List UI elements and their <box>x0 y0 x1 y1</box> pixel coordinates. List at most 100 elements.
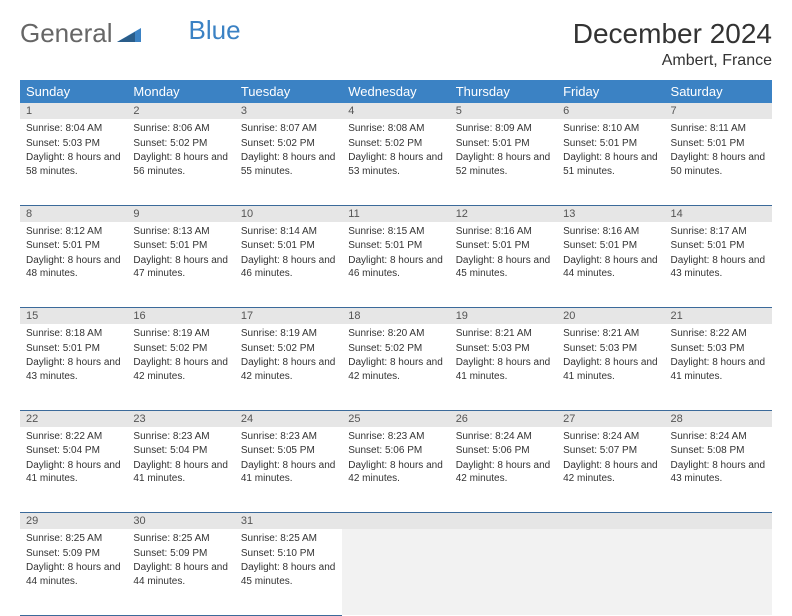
day-cell: Sunrise: 8:16 AMSunset: 5:01 PMDaylight:… <box>450 222 557 308</box>
day-cell: Sunrise: 8:16 AMSunset: 5:01 PMDaylight:… <box>557 222 664 308</box>
daylight-text: Daylight: 8 hours and 51 minutes. <box>563 151 658 178</box>
sunset-text: Sunset: 5:02 PM <box>241 342 336 356</box>
day-details: Sunrise: 8:19 AMSunset: 5:02 PMDaylight:… <box>235 324 342 390</box>
day-cell: Sunrise: 8:12 AMSunset: 5:01 PMDaylight:… <box>20 222 127 308</box>
day-details: Sunrise: 8:06 AMSunset: 5:02 PMDaylight:… <box>127 119 234 185</box>
sunset-text: Sunset: 5:02 PM <box>348 137 443 151</box>
sunset-text: Sunset: 5:08 PM <box>671 444 766 458</box>
header: General Blue December 2024 Ambert, Franc… <box>20 18 772 70</box>
daylight-text: Daylight: 8 hours and 43 minutes. <box>671 254 766 281</box>
daylight-text: Daylight: 8 hours and 47 minutes. <box>133 254 228 281</box>
daylight-text: Daylight: 8 hours and 42 minutes. <box>456 459 551 486</box>
sunset-text: Sunset: 5:01 PM <box>241 239 336 253</box>
sunrise-text: Sunrise: 8:16 AM <box>563 225 658 239</box>
daylight-text: Daylight: 8 hours and 58 minutes. <box>26 151 121 178</box>
sunset-text: Sunset: 5:09 PM <box>26 547 121 561</box>
daylight-text: Daylight: 8 hours and 42 minutes. <box>241 356 336 383</box>
day-details: Sunrise: 8:09 AMSunset: 5:01 PMDaylight:… <box>450 119 557 185</box>
sunrise-text: Sunrise: 8:22 AM <box>671 327 766 341</box>
day-number: 11 <box>342 205 449 222</box>
weekday-header: Monday <box>127 80 234 103</box>
day-details: Sunrise: 8:24 AMSunset: 5:06 PMDaylight:… <box>450 427 557 493</box>
sunset-text: Sunset: 5:04 PM <box>133 444 228 458</box>
content-row: Sunrise: 8:18 AMSunset: 5:01 PMDaylight:… <box>20 324 772 410</box>
day-number: 7 <box>665 103 772 119</box>
sunset-text: Sunset: 5:03 PM <box>26 137 121 151</box>
day-details: Sunrise: 8:21 AMSunset: 5:03 PMDaylight:… <box>557 324 664 390</box>
day-number: 25 <box>342 410 449 427</box>
day-cell: Sunrise: 8:23 AMSunset: 5:06 PMDaylight:… <box>342 427 449 513</box>
day-details: Sunrise: 8:21 AMSunset: 5:03 PMDaylight:… <box>450 324 557 390</box>
sunset-text: Sunset: 5:02 PM <box>348 342 443 356</box>
day-cell: Sunrise: 8:17 AMSunset: 5:01 PMDaylight:… <box>665 222 772 308</box>
daylight-text: Daylight: 8 hours and 43 minutes. <box>26 356 121 383</box>
day-details: Sunrise: 8:15 AMSunset: 5:01 PMDaylight:… <box>342 222 449 288</box>
day-number: 2 <box>127 103 234 119</box>
sunset-text: Sunset: 5:03 PM <box>671 342 766 356</box>
sunrise-text: Sunrise: 8:24 AM <box>671 430 766 444</box>
day-number: 21 <box>665 308 772 325</box>
sunrise-text: Sunrise: 8:18 AM <box>26 327 121 341</box>
day-cell: Sunrise: 8:24 AMSunset: 5:07 PMDaylight:… <box>557 427 664 513</box>
day-details: Sunrise: 8:23 AMSunset: 5:06 PMDaylight:… <box>342 427 449 493</box>
sunrise-text: Sunrise: 8:11 AM <box>671 122 766 136</box>
daylight-text: Daylight: 8 hours and 43 minutes. <box>671 459 766 486</box>
day-details: Sunrise: 8:24 AMSunset: 5:08 PMDaylight:… <box>665 427 772 493</box>
sunset-text: Sunset: 5:02 PM <box>241 137 336 151</box>
daylight-text: Daylight: 8 hours and 44 minutes. <box>26 561 121 588</box>
sunset-text: Sunset: 5:01 PM <box>133 239 228 253</box>
day-details: Sunrise: 8:24 AMSunset: 5:07 PMDaylight:… <box>557 427 664 493</box>
day-details: Sunrise: 8:23 AMSunset: 5:05 PMDaylight:… <box>235 427 342 493</box>
day-cell <box>665 529 772 615</box>
calendar-table: SundayMondayTuesdayWednesdayThursdayFrid… <box>20 80 772 616</box>
day-cell: Sunrise: 8:23 AMSunset: 5:04 PMDaylight:… <box>127 427 234 513</box>
day-cell: Sunrise: 8:19 AMSunset: 5:02 PMDaylight:… <box>127 324 234 410</box>
day-details: Sunrise: 8:17 AMSunset: 5:01 PMDaylight:… <box>665 222 772 288</box>
day-details: Sunrise: 8:14 AMSunset: 5:01 PMDaylight:… <box>235 222 342 288</box>
day-cell: Sunrise: 8:04 AMSunset: 5:03 PMDaylight:… <box>20 119 127 205</box>
day-number: 28 <box>665 410 772 427</box>
sunset-text: Sunset: 5:06 PM <box>348 444 443 458</box>
sunrise-text: Sunrise: 8:21 AM <box>563 327 658 341</box>
day-number: 6 <box>557 103 664 119</box>
day-details: Sunrise: 8:20 AMSunset: 5:02 PMDaylight:… <box>342 324 449 390</box>
day-details: Sunrise: 8:19 AMSunset: 5:02 PMDaylight:… <box>127 324 234 390</box>
sunrise-text: Sunrise: 8:15 AM <box>348 225 443 239</box>
day-number: 29 <box>20 513 127 530</box>
day-cell: Sunrise: 8:22 AMSunset: 5:03 PMDaylight:… <box>665 324 772 410</box>
daylight-text: Daylight: 8 hours and 44 minutes. <box>133 561 228 588</box>
sunrise-text: Sunrise: 8:25 AM <box>133 532 228 546</box>
sunrise-text: Sunrise: 8:24 AM <box>563 430 658 444</box>
daylight-text: Daylight: 8 hours and 41 minutes. <box>456 356 551 383</box>
weekday-header: Sunday <box>20 80 127 103</box>
day-cell: Sunrise: 8:22 AMSunset: 5:04 PMDaylight:… <box>20 427 127 513</box>
sunrise-text: Sunrise: 8:17 AM <box>671 225 766 239</box>
location: Ambert, France <box>573 52 772 70</box>
day-cell: Sunrise: 8:09 AMSunset: 5:01 PMDaylight:… <box>450 119 557 205</box>
day-number: 30 <box>127 513 234 530</box>
day-cell: Sunrise: 8:07 AMSunset: 5:02 PMDaylight:… <box>235 119 342 205</box>
sunset-text: Sunset: 5:02 PM <box>133 137 228 151</box>
day-cell: Sunrise: 8:21 AMSunset: 5:03 PMDaylight:… <box>557 324 664 410</box>
content-row: Sunrise: 8:22 AMSunset: 5:04 PMDaylight:… <box>20 427 772 513</box>
daylight-text: Daylight: 8 hours and 42 minutes. <box>348 459 443 486</box>
sunrise-text: Sunrise: 8:20 AM <box>348 327 443 341</box>
weekday-header: Friday <box>557 80 664 103</box>
daylight-text: Daylight: 8 hours and 44 minutes. <box>563 254 658 281</box>
day-cell: Sunrise: 8:24 AMSunset: 5:06 PMDaylight:… <box>450 427 557 513</box>
daylight-text: Daylight: 8 hours and 52 minutes. <box>456 151 551 178</box>
day-details: Sunrise: 8:16 AMSunset: 5:01 PMDaylight:… <box>557 222 664 288</box>
sunrise-text: Sunrise: 8:19 AM <box>133 327 228 341</box>
day-cell: Sunrise: 8:11 AMSunset: 5:01 PMDaylight:… <box>665 119 772 205</box>
day-cell: Sunrise: 8:15 AMSunset: 5:01 PMDaylight:… <box>342 222 449 308</box>
day-details: Sunrise: 8:23 AMSunset: 5:04 PMDaylight:… <box>127 427 234 493</box>
sunrise-text: Sunrise: 8:23 AM <box>133 430 228 444</box>
day-number <box>557 513 664 530</box>
day-number: 26 <box>450 410 557 427</box>
day-number: 31 <box>235 513 342 530</box>
calendar-body: 1234567Sunrise: 8:04 AMSunset: 5:03 PMDa… <box>20 103 772 615</box>
daylight-text: Daylight: 8 hours and 41 minutes. <box>671 356 766 383</box>
daylight-text: Daylight: 8 hours and 42 minutes. <box>563 459 658 486</box>
weekday-header: Wednesday <box>342 80 449 103</box>
sunset-text: Sunset: 5:01 PM <box>563 137 658 151</box>
